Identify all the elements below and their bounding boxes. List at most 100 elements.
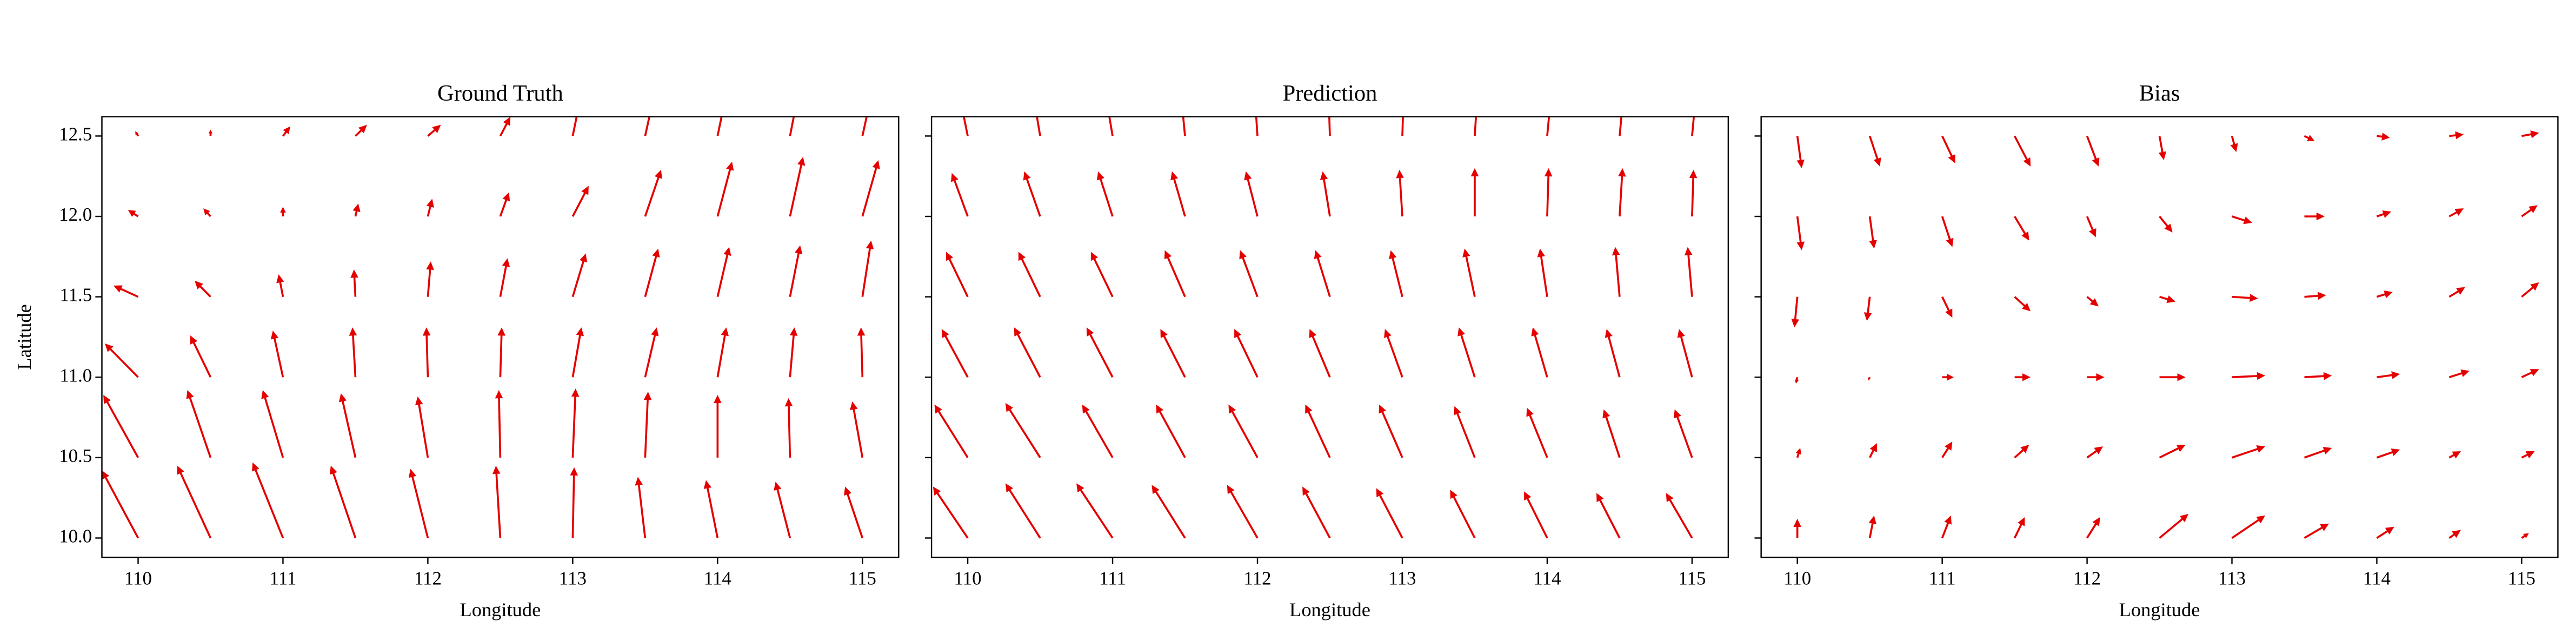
arrow	[1470, 168, 1479, 217]
arrow	[1619, 116, 1623, 136]
arrow	[1255, 116, 1259, 136]
arrow	[177, 465, 212, 539]
arrow	[2232, 215, 2253, 225]
x-tick-label: 111	[1929, 568, 1956, 589]
arrow	[1791, 296, 1799, 328]
arrow	[716, 116, 723, 136]
arrow	[2231, 445, 2266, 459]
arrow	[2304, 447, 2332, 459]
arrow	[1689, 169, 1698, 217]
arrow	[1160, 329, 1186, 378]
arrow	[571, 116, 578, 136]
arrow	[1674, 409, 1693, 458]
arrow	[1868, 377, 1871, 381]
panel: Ground Truth Longitude Latitude 110 111 112 11…	[14, 81, 900, 621]
y-tick-label: 11.0	[59, 365, 92, 386]
arrow	[2521, 205, 2538, 217]
arrow	[355, 124, 367, 137]
x-tick-label: 114	[1533, 568, 1561, 589]
arrow	[2158, 136, 2167, 161]
arrow	[2304, 135, 2315, 141]
arrow	[2304, 372, 2332, 380]
arrow	[186, 390, 212, 458]
arrow	[1170, 171, 1186, 217]
arrow	[208, 129, 213, 136]
arrow	[2521, 130, 2539, 138]
y-tick-label: 12.0	[59, 204, 92, 225]
arrow	[1090, 252, 1114, 298]
arrow	[1320, 171, 1331, 217]
arrow	[850, 401, 864, 458]
x-tick-label: 113	[1388, 568, 1416, 589]
arrow	[1795, 448, 1802, 458]
arrow	[644, 116, 651, 136]
arrow	[2159, 445, 2186, 459]
x-tick-label: 110	[954, 568, 982, 589]
arrow	[2521, 282, 2539, 298]
arrow	[1389, 250, 1403, 298]
x-tick-label: 113	[559, 568, 587, 589]
arrow	[716, 161, 734, 217]
arrow	[2448, 287, 2465, 298]
arrow	[789, 245, 803, 297]
arrow	[635, 477, 647, 538]
arrow	[1396, 169, 1404, 217]
arrow	[495, 390, 503, 458]
arrow	[784, 398, 793, 458]
arrow	[190, 335, 212, 378]
arrow	[497, 327, 505, 378]
arrow	[252, 462, 284, 539]
arrow	[1234, 329, 1259, 378]
arrow	[946, 252, 969, 298]
arrow	[2014, 296, 2031, 312]
arrow	[103, 394, 139, 458]
arrow	[1328, 116, 1331, 136]
arrow	[1182, 116, 1186, 136]
arrow	[2304, 523, 2329, 539]
arrow	[1036, 116, 1041, 136]
arrow	[1618, 168, 1626, 217]
arrow	[261, 390, 284, 458]
y-tick-label: 12.5	[59, 123, 92, 144]
arrow	[571, 186, 589, 217]
arrow	[1014, 327, 1041, 378]
arrow	[1869, 443, 1878, 458]
x-tick-label: 110	[124, 568, 152, 589]
arrow	[1941, 216, 1954, 247]
arrow	[844, 486, 864, 539]
arrow	[194, 280, 211, 298]
arrow	[2521, 369, 2539, 378]
arrow	[1305, 404, 1331, 458]
y-tick-label: 10.5	[59, 445, 92, 466]
x-tick-label: 115	[2508, 568, 2535, 589]
arrow	[1474, 116, 1477, 136]
x-tick-label: 112	[2073, 568, 2101, 589]
arrow	[950, 173, 969, 217]
arrow	[1605, 329, 1621, 378]
arrow	[1314, 250, 1331, 298]
arrow	[1384, 329, 1403, 378]
arrow	[716, 247, 731, 298]
arrow	[703, 480, 719, 538]
arrow	[963, 116, 969, 136]
arrow	[1544, 168, 1553, 217]
arrow	[2014, 445, 2029, 459]
y-tick-label: 11.5	[59, 285, 92, 306]
arrow	[2159, 295, 2176, 303]
arrow	[1796, 216, 1805, 250]
arrow	[1941, 441, 1953, 458]
arrow	[1868, 135, 1881, 167]
arrow	[1795, 377, 1799, 384]
arrow	[1454, 406, 1476, 458]
arrow	[789, 116, 795, 136]
arrow	[1863, 296, 1872, 321]
arrow	[941, 329, 969, 378]
arrow	[1526, 407, 1548, 458]
arrow	[1023, 171, 1041, 217]
arrow	[2448, 530, 2461, 539]
arrow	[1602, 409, 1621, 458]
arrow	[1108, 116, 1114, 136]
arrow	[1666, 493, 1693, 539]
arrow	[934, 404, 969, 458]
